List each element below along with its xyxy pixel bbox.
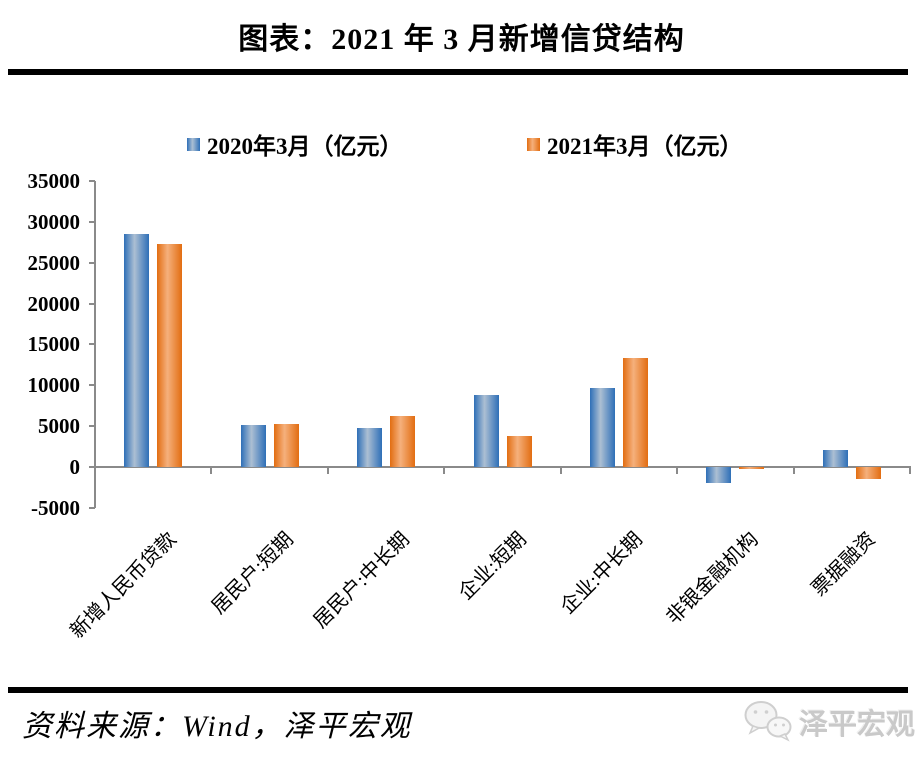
y-axis-label: 15000 (27, 332, 81, 357)
legend-marker-2021-icon (527, 137, 540, 151)
y-axis-tick (89, 384, 95, 387)
y-axis-tick (89, 179, 95, 182)
y-axis-tick (89, 343, 95, 346)
y-axis-tick (89, 425, 95, 428)
y-axis-tick (89, 466, 95, 468)
y-axis-line (94, 180, 96, 508)
x-axis-line (94, 466, 911, 468)
bar-series1 (822, 450, 848, 467)
y-axis-tick (89, 302, 95, 305)
brand-logo-text: 泽平宏观 (798, 709, 915, 741)
x-axis-tick (559, 468, 562, 474)
brand-logo: 泽平宏观 (743, 699, 915, 745)
y-axis-label: 35000 (27, 168, 81, 193)
y-axis-label: 5000 (38, 414, 80, 439)
bar-series2 (273, 424, 299, 467)
bar-series2 (622, 358, 648, 467)
bar-series2 (855, 467, 881, 480)
source-note: 资料来源：Wind，泽平宏观 (22, 710, 412, 743)
legend-item-2021: 2021年3月（亿元） (527, 131, 743, 159)
legend-label-2021: 2021年3月（亿元） (547, 134, 743, 159)
legend-item-2020: 2020年3月（亿元） (187, 131, 403, 159)
x-axis-tick (210, 468, 213, 474)
y-axis-tick (89, 506, 95, 509)
page-title: 图表：2021 年 3 月新增信贷结构 (238, 23, 685, 56)
legend-label-2020: 2020年3月（亿元） (207, 134, 403, 159)
x-axis-tick (443, 468, 446, 474)
y-axis-label: -5000 (31, 495, 80, 520)
legend-marker-2020-icon (187, 137, 200, 151)
bar-series2 (390, 415, 416, 467)
bar-series1 (706, 467, 732, 483)
y-axis-label: 20000 (27, 291, 81, 316)
y-axis-label: 25000 (27, 250, 81, 275)
x-axis-tick (909, 468, 911, 474)
x-axis-tick (94, 468, 96, 474)
bar-series1 (124, 234, 150, 467)
top-divider (8, 69, 908, 75)
x-axis-tick (792, 468, 795, 474)
x-axis-tick (676, 468, 679, 474)
wechat-icon (744, 701, 792, 742)
bar-series2 (157, 243, 183, 467)
y-axis-label: 10000 (27, 373, 81, 398)
bar-series1 (357, 428, 383, 467)
bar-series2 (506, 436, 532, 467)
y-axis-tick (89, 261, 95, 264)
y-axis-label: 0 (69, 455, 81, 479)
x-axis-tick (326, 468, 329, 474)
bar-series1 (589, 388, 615, 467)
y-axis-label: 30000 (27, 209, 81, 234)
bottom-divider (8, 687, 908, 693)
y-axis-tick (89, 220, 95, 223)
bar-series1 (240, 424, 266, 467)
bar-series2 (739, 467, 765, 470)
bar-series1 (473, 395, 499, 467)
